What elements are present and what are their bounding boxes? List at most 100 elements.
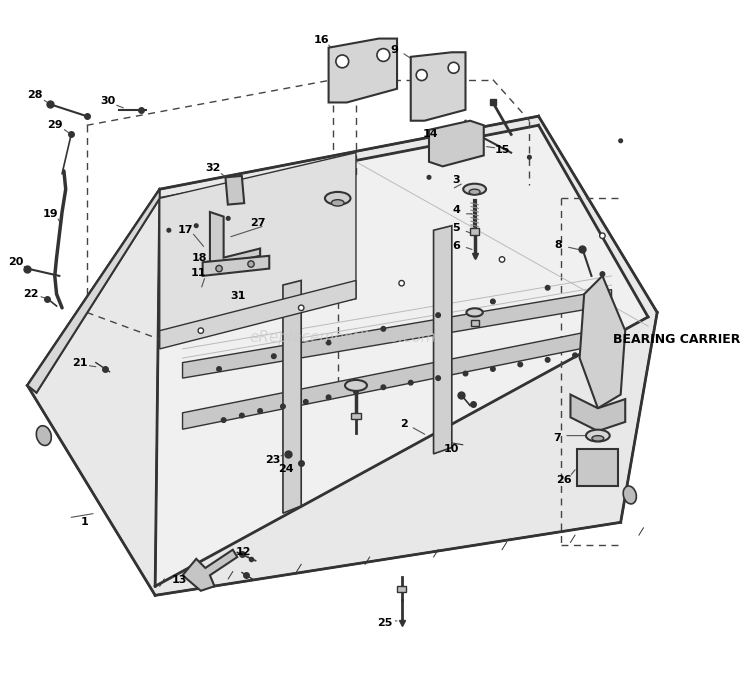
Text: 2: 2 bbox=[400, 418, 408, 429]
Polygon shape bbox=[283, 280, 302, 513]
Text: 32: 32 bbox=[205, 163, 220, 173]
FancyBboxPatch shape bbox=[471, 321, 478, 327]
Text: 19: 19 bbox=[43, 209, 58, 219]
Text: 5: 5 bbox=[452, 223, 460, 234]
Circle shape bbox=[518, 362, 523, 367]
Polygon shape bbox=[28, 189, 160, 393]
Circle shape bbox=[326, 340, 331, 345]
Circle shape bbox=[377, 49, 390, 61]
Polygon shape bbox=[202, 256, 269, 276]
Text: eReplacementParts.com: eReplacementParts.com bbox=[249, 331, 436, 346]
Circle shape bbox=[167, 228, 171, 232]
Text: 21: 21 bbox=[72, 358, 87, 368]
Text: 4: 4 bbox=[452, 205, 460, 215]
Circle shape bbox=[399, 280, 404, 286]
Circle shape bbox=[354, 389, 358, 394]
Polygon shape bbox=[182, 549, 237, 591]
Polygon shape bbox=[571, 395, 626, 431]
Circle shape bbox=[596, 347, 600, 351]
Circle shape bbox=[280, 404, 285, 408]
Circle shape bbox=[500, 256, 505, 262]
Text: 9: 9 bbox=[390, 45, 398, 55]
Polygon shape bbox=[411, 52, 466, 121]
FancyBboxPatch shape bbox=[470, 228, 479, 235]
Text: 24: 24 bbox=[278, 464, 293, 475]
Circle shape bbox=[248, 261, 254, 267]
Circle shape bbox=[619, 139, 622, 142]
Ellipse shape bbox=[466, 308, 483, 317]
Text: 22: 22 bbox=[23, 289, 39, 299]
Text: 12: 12 bbox=[236, 547, 251, 558]
Text: 10: 10 bbox=[444, 444, 460, 454]
FancyBboxPatch shape bbox=[351, 412, 361, 418]
Bar bbox=[226, 176, 245, 205]
Circle shape bbox=[490, 367, 495, 371]
Ellipse shape bbox=[332, 200, 344, 206]
Polygon shape bbox=[155, 126, 648, 586]
Circle shape bbox=[336, 55, 349, 68]
Circle shape bbox=[221, 418, 226, 423]
Circle shape bbox=[436, 313, 440, 317]
Text: 20: 20 bbox=[8, 257, 23, 267]
Text: 26: 26 bbox=[556, 475, 572, 485]
Text: 8: 8 bbox=[555, 240, 562, 250]
Text: 31: 31 bbox=[230, 291, 246, 301]
Circle shape bbox=[326, 395, 331, 400]
Circle shape bbox=[416, 70, 428, 80]
Circle shape bbox=[226, 217, 230, 220]
Text: 14: 14 bbox=[423, 128, 439, 138]
Polygon shape bbox=[182, 290, 611, 378]
Text: 11: 11 bbox=[190, 268, 206, 278]
Circle shape bbox=[427, 176, 430, 179]
Ellipse shape bbox=[464, 184, 486, 194]
Circle shape bbox=[258, 408, 262, 413]
Ellipse shape bbox=[345, 380, 367, 391]
Text: 6: 6 bbox=[452, 241, 460, 251]
Circle shape bbox=[194, 224, 198, 227]
Text: 25: 25 bbox=[377, 618, 393, 628]
Ellipse shape bbox=[470, 189, 480, 194]
Ellipse shape bbox=[586, 430, 610, 441]
Circle shape bbox=[272, 354, 276, 358]
Text: 23: 23 bbox=[266, 455, 280, 465]
Text: 3: 3 bbox=[452, 175, 460, 185]
Circle shape bbox=[573, 353, 578, 358]
Circle shape bbox=[217, 367, 221, 371]
Circle shape bbox=[464, 371, 468, 376]
Circle shape bbox=[198, 328, 203, 333]
Circle shape bbox=[545, 286, 550, 290]
Ellipse shape bbox=[36, 426, 51, 446]
Circle shape bbox=[381, 385, 386, 389]
Text: 15: 15 bbox=[494, 145, 510, 155]
Polygon shape bbox=[160, 153, 356, 340]
Circle shape bbox=[436, 376, 440, 381]
Circle shape bbox=[600, 272, 604, 276]
Circle shape bbox=[239, 413, 244, 418]
Polygon shape bbox=[433, 225, 451, 454]
Circle shape bbox=[381, 327, 386, 331]
Text: 29: 29 bbox=[47, 120, 62, 130]
Ellipse shape bbox=[592, 435, 604, 441]
Circle shape bbox=[600, 233, 605, 238]
Circle shape bbox=[298, 305, 304, 310]
FancyBboxPatch shape bbox=[397, 586, 406, 592]
FancyBboxPatch shape bbox=[577, 450, 618, 486]
Polygon shape bbox=[210, 212, 260, 265]
Text: 28: 28 bbox=[27, 90, 43, 100]
Polygon shape bbox=[429, 121, 484, 166]
Circle shape bbox=[490, 299, 495, 304]
Ellipse shape bbox=[325, 192, 350, 205]
Polygon shape bbox=[160, 280, 356, 349]
Text: BEARING CARRIER: BEARING CARRIER bbox=[614, 333, 741, 346]
Text: 27: 27 bbox=[250, 218, 266, 228]
Text: 17: 17 bbox=[178, 225, 193, 236]
Circle shape bbox=[448, 62, 459, 74]
Text: 1: 1 bbox=[81, 517, 88, 527]
Polygon shape bbox=[328, 38, 397, 103]
Circle shape bbox=[527, 155, 531, 159]
Polygon shape bbox=[28, 116, 657, 595]
Polygon shape bbox=[580, 276, 626, 408]
Text: 13: 13 bbox=[172, 575, 188, 585]
Circle shape bbox=[545, 358, 550, 362]
Circle shape bbox=[336, 194, 340, 197]
